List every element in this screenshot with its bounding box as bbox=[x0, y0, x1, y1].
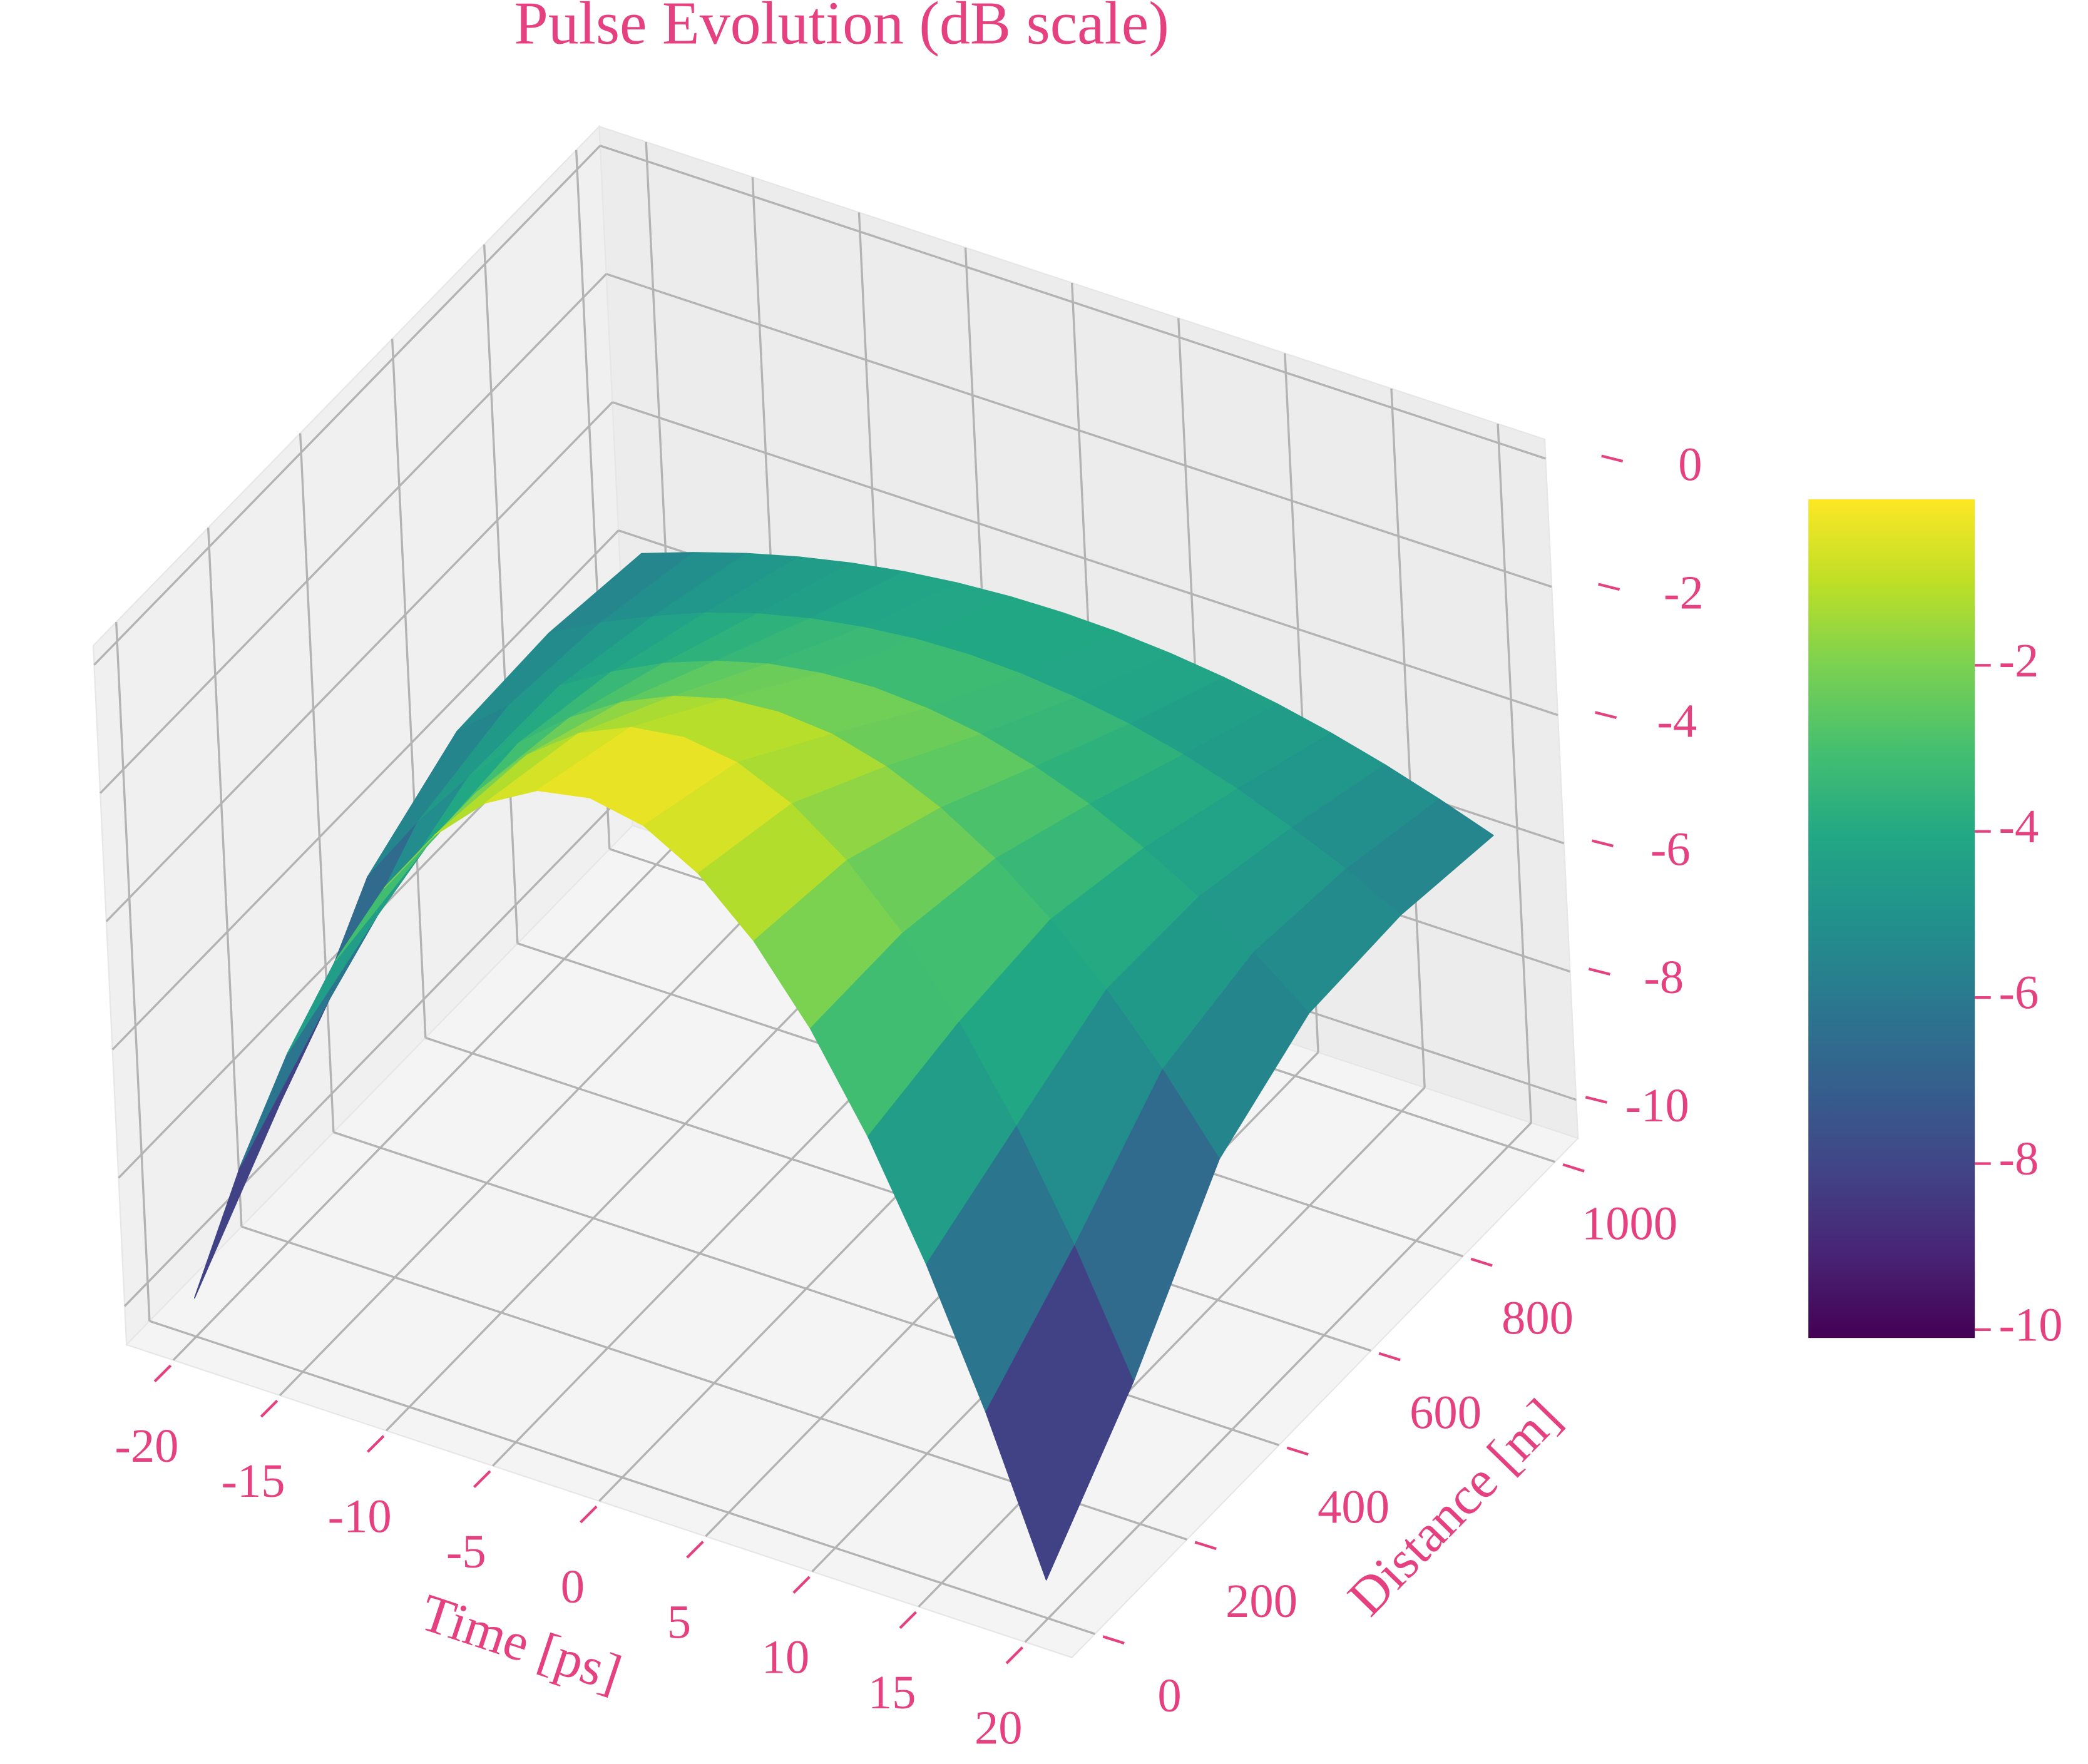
colorbar-tick-label: -6 bbox=[1998, 966, 2039, 1019]
z-tick-label: -10 bbox=[1625, 1079, 1689, 1132]
z-tick bbox=[1588, 967, 1610, 976]
z-tick bbox=[1601, 454, 1624, 463]
y-grid-line bbox=[207, 528, 243, 1227]
x-tick bbox=[366, 1435, 385, 1453]
x-tick bbox=[686, 1541, 704, 1559]
z-tick bbox=[1598, 583, 1620, 591]
z-tick-label: -2 bbox=[1664, 566, 1704, 619]
y-tick-label: 400 bbox=[1318, 1480, 1389, 1533]
z-grid-line bbox=[600, 145, 1546, 460]
z-grid-line bbox=[99, 273, 607, 794]
z-grid-line bbox=[105, 401, 613, 922]
z-grid-line bbox=[612, 401, 1558, 716]
z-grid-line bbox=[123, 786, 632, 1307]
x-tick bbox=[792, 1576, 811, 1594]
x-tick-label: 20 bbox=[975, 1701, 1023, 1754]
x-grid-line bbox=[1024, 1122, 1532, 1643]
y-tick-label: 200 bbox=[1226, 1574, 1297, 1628]
y-tick-label: 600 bbox=[1410, 1385, 1482, 1439]
colorbar-tick-label: -4 bbox=[1998, 800, 2039, 853]
x-grid-line bbox=[918, 1086, 1426, 1608]
z-grid-line bbox=[111, 529, 620, 1051]
x-tick bbox=[1005, 1646, 1024, 1665]
colorbar-tick-label: -10 bbox=[1998, 1298, 2062, 1351]
z-tick bbox=[1591, 839, 1614, 847]
z-tick-label: 0 bbox=[1678, 437, 1702, 491]
x-grid-line bbox=[1497, 424, 1532, 1123]
y-tick bbox=[1194, 1541, 1217, 1551]
chart-title: Pulse Evolution (dB scale) bbox=[514, 0, 1169, 57]
y-tick bbox=[1470, 1257, 1493, 1267]
y-tick bbox=[1562, 1163, 1585, 1173]
y-tick bbox=[1286, 1446, 1309, 1456]
x-tick-label: -10 bbox=[328, 1489, 392, 1542]
x-grid-line bbox=[1390, 388, 1426, 1088]
z-tick-label: -4 bbox=[1657, 694, 1697, 747]
y-grid-line bbox=[149, 1320, 1095, 1635]
y-grid-line bbox=[299, 433, 335, 1133]
z-tick-label: -8 bbox=[1644, 951, 1684, 1004]
surface bbox=[193, 552, 1494, 1581]
axes: -20-15-10-505101520020040060080010000-2-… bbox=[115, 437, 1703, 1754]
colorbar-tick-label: -2 bbox=[1998, 634, 2039, 687]
x-tick-label: 10 bbox=[762, 1631, 810, 1684]
x-tick bbox=[473, 1470, 491, 1489]
x-grid-line bbox=[279, 875, 787, 1397]
x-tick-label: 15 bbox=[868, 1666, 916, 1719]
x-tick bbox=[260, 1399, 279, 1418]
y-tick-label: 0 bbox=[1157, 1669, 1181, 1722]
y-tick bbox=[1102, 1635, 1125, 1645]
x-tick-label: -5 bbox=[446, 1525, 486, 1578]
colorbar-scale bbox=[1808, 499, 1975, 1338]
y-grid-line bbox=[483, 244, 519, 944]
y-tick-label: 800 bbox=[1502, 1292, 1574, 1345]
z-tick bbox=[1585, 1096, 1607, 1104]
z-tick bbox=[1595, 711, 1617, 720]
z-tick-label: -6 bbox=[1650, 822, 1691, 875]
x-grid-line bbox=[172, 840, 680, 1361]
y-grid-line bbox=[115, 622, 151, 1322]
x-tick-label: 0 bbox=[561, 1560, 585, 1613]
x-tick bbox=[580, 1505, 598, 1524]
x-tick bbox=[153, 1364, 172, 1383]
x-tick-label: -20 bbox=[115, 1419, 178, 1472]
y-tick-label: 1000 bbox=[1582, 1197, 1677, 1250]
x-tick-label: -15 bbox=[221, 1454, 285, 1507]
surface-patch bbox=[985, 1245, 1134, 1581]
z-grid-line bbox=[606, 273, 1552, 588]
colorbar: -2 -4 -6 -8 -10 bbox=[1808, 499, 2063, 1351]
x-tick bbox=[899, 1611, 917, 1629]
y-tick bbox=[1378, 1352, 1401, 1362]
x-tick-label: 5 bbox=[667, 1595, 691, 1648]
y-grid-line bbox=[391, 339, 427, 1038]
colorbar-tick-label: -8 bbox=[1998, 1132, 2039, 1185]
z-grid-line bbox=[93, 145, 601, 666]
